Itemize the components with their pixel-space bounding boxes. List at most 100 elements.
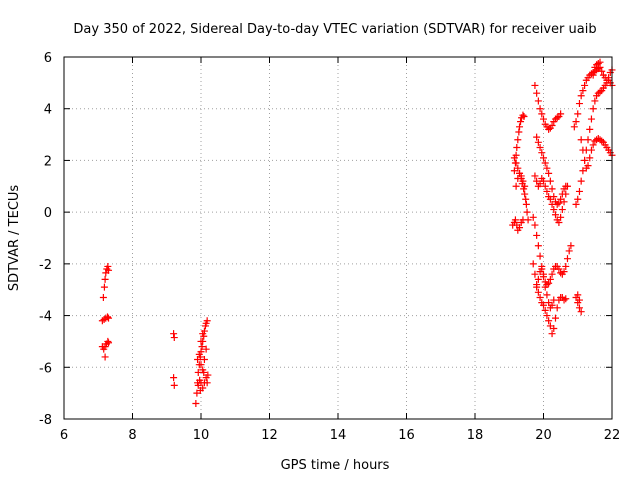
data-point xyxy=(533,231,541,239)
data-point xyxy=(589,71,597,79)
data-point xyxy=(577,177,585,185)
series-arc-19a xyxy=(509,216,527,234)
series-arc-19c xyxy=(510,154,532,224)
data-point xyxy=(548,185,556,193)
data-point xyxy=(572,200,580,208)
series-arc-19b xyxy=(510,111,528,175)
chart-title: Day 350 of 2022, Sidereal Day-to-day VTE… xyxy=(73,22,596,37)
data-point xyxy=(536,252,544,260)
data-point xyxy=(529,213,537,221)
data-point xyxy=(587,115,595,123)
grid-lines xyxy=(64,57,612,419)
data-point xyxy=(567,242,575,250)
data-point xyxy=(557,213,565,221)
data-point xyxy=(536,144,544,151)
data-point xyxy=(575,304,583,312)
data-point xyxy=(551,211,559,219)
data-point xyxy=(516,123,524,131)
data-point xyxy=(589,105,597,113)
data-point xyxy=(577,308,585,316)
data-point xyxy=(514,136,522,144)
series-arc-10c xyxy=(194,330,210,374)
x-tick-label: 22 xyxy=(604,428,621,443)
x-tick-label: 8 xyxy=(128,428,136,443)
data-point xyxy=(557,110,565,118)
data-point xyxy=(519,111,527,119)
data-point xyxy=(533,89,541,97)
data-point xyxy=(541,306,549,314)
data-point xyxy=(543,187,551,195)
data-point xyxy=(105,266,113,274)
data-point xyxy=(517,118,525,126)
y-tick-label: -6 xyxy=(39,361,52,376)
data-point xyxy=(105,314,113,322)
x-tick-label: 16 xyxy=(398,428,415,443)
series-arc-21c xyxy=(572,76,616,208)
data-point xyxy=(101,353,109,361)
data-point xyxy=(196,387,204,395)
data-point xyxy=(563,255,571,263)
data-point xyxy=(170,334,178,342)
data-point xyxy=(522,200,530,208)
series-arc-20e xyxy=(529,260,570,338)
data-point xyxy=(598,137,606,145)
series-arc-21e xyxy=(589,58,604,79)
data-point xyxy=(555,265,563,273)
data-point xyxy=(533,133,541,141)
data-point xyxy=(533,283,541,291)
data-point xyxy=(545,317,553,325)
data-point xyxy=(584,162,592,170)
data-point xyxy=(575,100,583,108)
data-point xyxy=(562,190,570,198)
data-point xyxy=(577,92,585,100)
data-point xyxy=(513,144,521,151)
data-point xyxy=(199,330,207,338)
data-point xyxy=(581,156,589,164)
series-arc-21a xyxy=(572,291,585,316)
series-arc-20c xyxy=(531,172,571,226)
data-point xyxy=(541,159,549,167)
data-point xyxy=(540,115,547,123)
data-point xyxy=(548,200,556,208)
y-tick-label: 0 xyxy=(44,206,52,221)
data-point xyxy=(104,262,112,270)
data-point xyxy=(198,343,206,351)
y-tick-label: 2 xyxy=(44,154,52,169)
data-point xyxy=(510,154,518,162)
data-point xyxy=(560,268,568,276)
tick-labels: 6 8 10 12 14 16 18 20 22 -8 -6 -4 -2 0 2 4 6 xyxy=(39,51,620,443)
data-point xyxy=(548,270,556,278)
data-point xyxy=(596,58,604,66)
data-point xyxy=(570,123,578,131)
data-point xyxy=(562,295,570,303)
data-point xyxy=(195,350,203,358)
data-point xyxy=(197,361,205,369)
data-point xyxy=(170,330,178,338)
data-point xyxy=(104,337,112,345)
axis-ticks xyxy=(63,56,613,420)
data-point xyxy=(553,304,561,312)
y-tick-label: 6 xyxy=(44,51,52,66)
data-point xyxy=(105,339,113,347)
data-point xyxy=(548,330,556,338)
data-point xyxy=(581,81,589,89)
data-point xyxy=(548,301,556,309)
data-point xyxy=(563,182,571,190)
data-point xyxy=(531,81,539,89)
data-point xyxy=(591,97,599,105)
data-point xyxy=(203,317,211,325)
series-arc-20f xyxy=(533,265,558,312)
data-point xyxy=(519,177,527,185)
y-tick-label: -4 xyxy=(39,310,52,325)
data-point xyxy=(511,216,519,224)
data-point xyxy=(546,195,554,203)
series-arc-9.2 xyxy=(170,330,178,389)
data-point xyxy=(540,270,547,278)
y-tick-label: -8 xyxy=(39,413,52,428)
data-point xyxy=(550,325,558,332)
data-point xyxy=(565,247,573,255)
data-point xyxy=(587,146,595,154)
data-point xyxy=(534,97,542,105)
data-point xyxy=(577,136,585,144)
data-point xyxy=(589,141,597,149)
